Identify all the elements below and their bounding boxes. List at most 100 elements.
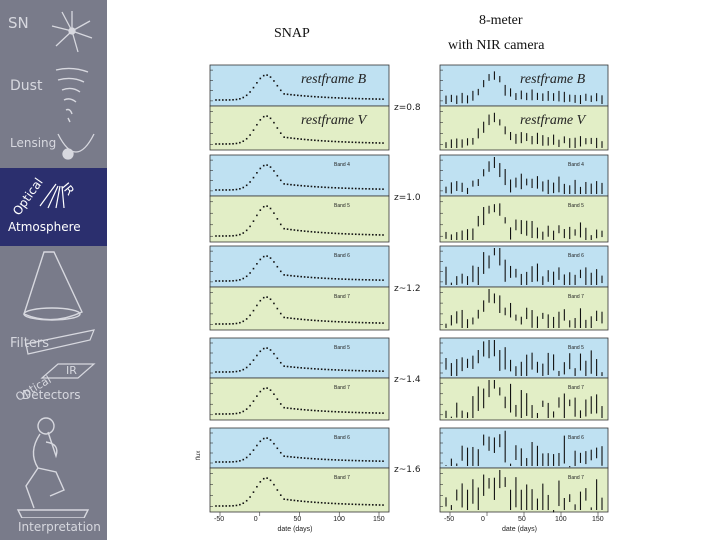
nir-camera-title: with NIR camera [448, 38, 545, 53]
data-point [337, 369, 340, 371]
data-point [365, 98, 367, 100]
data-point [228, 371, 231, 373]
data-point [371, 322, 374, 324]
data-point [317, 501, 320, 504]
data-point [317, 139, 320, 142]
data-point [228, 99, 231, 101]
data-point [296, 408, 299, 410]
data-point [307, 185, 309, 188]
data-point [327, 502, 330, 504]
data-point [252, 359, 255, 361]
data-point [228, 505, 231, 507]
data-point [365, 460, 367, 462]
sidebar-item-label: Filters [10, 336, 49, 351]
atmosphere-icon [39, 183, 65, 209]
data-point [256, 82, 258, 84]
data-point [266, 387, 268, 389]
data-point [331, 96, 333, 99]
panel-upper-bg [439, 337, 609, 379]
panel-label-bottom: Band 7 [334, 385, 350, 391]
data-point [320, 139, 323, 142]
data-point [317, 368, 320, 370]
sidebar-item-atmosphere[interactable]: Optical IR Atmosphere [0, 168, 107, 246]
data-point [242, 232, 245, 234]
data-point [344, 278, 347, 281]
data-point [242, 96, 245, 99]
sidebar-item-detectors[interactable]: Optical IR Detectors [0, 362, 107, 408]
data-point [293, 137, 296, 140]
data-point [344, 503, 347, 505]
data-point [262, 115, 265, 118]
data-point [222, 99, 224, 101]
data-point [368, 412, 371, 414]
data-point [279, 89, 282, 92]
data-point [348, 97, 350, 100]
data-point [225, 413, 228, 415]
sidebar-item-sn[interactable]: SN [0, 0, 107, 62]
data-point [365, 370, 367, 372]
data-point [256, 444, 258, 447]
data-point [259, 77, 262, 80]
data-point [276, 174, 279, 177]
data-point [314, 231, 316, 233]
data-point [249, 272, 251, 274]
data-point [239, 188, 241, 190]
data-point [256, 304, 258, 307]
data-point [249, 91, 251, 93]
data-point [215, 505, 217, 507]
data-point [296, 456, 299, 459]
data-point [348, 141, 350, 143]
data-point [249, 134, 251, 136]
data-point [293, 456, 296, 459]
data-point [269, 257, 272, 259]
data-point [371, 504, 374, 506]
data-point [382, 142, 384, 144]
sidebar-item-lensing[interactable]: Lensing [0, 124, 107, 168]
sidebar-item-interpretation[interactable]: Interpretation [0, 408, 107, 540]
data-point [317, 458, 320, 460]
data-point [222, 143, 224, 145]
data-point [235, 279, 238, 282]
data-point [279, 270, 282, 273]
sidebar-item-telescope[interactable] [0, 246, 107, 326]
data-point [317, 186, 320, 188]
data-point [273, 302, 275, 305]
data-point [290, 228, 292, 231]
data-point [361, 503, 364, 506]
data-point [286, 136, 289, 139]
detectors-ir-label: IR [66, 364, 77, 377]
data-point [266, 296, 268, 298]
data-point [259, 167, 262, 170]
data-point [337, 502, 340, 505]
data-point [368, 279, 371, 281]
data-point [235, 460, 238, 463]
data-point [293, 499, 296, 502]
data-point [235, 504, 238, 507]
data-point [365, 279, 367, 281]
redshift-label: z~1.4 [394, 375, 421, 385]
data-point [382, 188, 384, 190]
data-point [222, 323, 224, 325]
data-point [242, 502, 245, 505]
data-point [286, 498, 289, 501]
data-point [228, 280, 231, 282]
data-point [252, 176, 255, 179]
data-point [314, 139, 316, 142]
data-point [361, 459, 364, 462]
data-point [351, 233, 354, 235]
data-point [341, 369, 343, 371]
sidebar-item-dust[interactable]: Dust [0, 62, 107, 124]
data-point [245, 94, 248, 97]
data-point [344, 233, 347, 235]
data-point [300, 367, 303, 369]
data-point [293, 184, 296, 186]
data-point [279, 494, 282, 496]
data-point [290, 183, 292, 186]
data-point [252, 129, 255, 131]
data-point [354, 233, 357, 236]
data-point [239, 321, 241, 324]
sidebar-item-filters[interactable]: Filters [0, 326, 107, 362]
data-point [371, 142, 374, 144]
data-point [262, 387, 265, 390]
